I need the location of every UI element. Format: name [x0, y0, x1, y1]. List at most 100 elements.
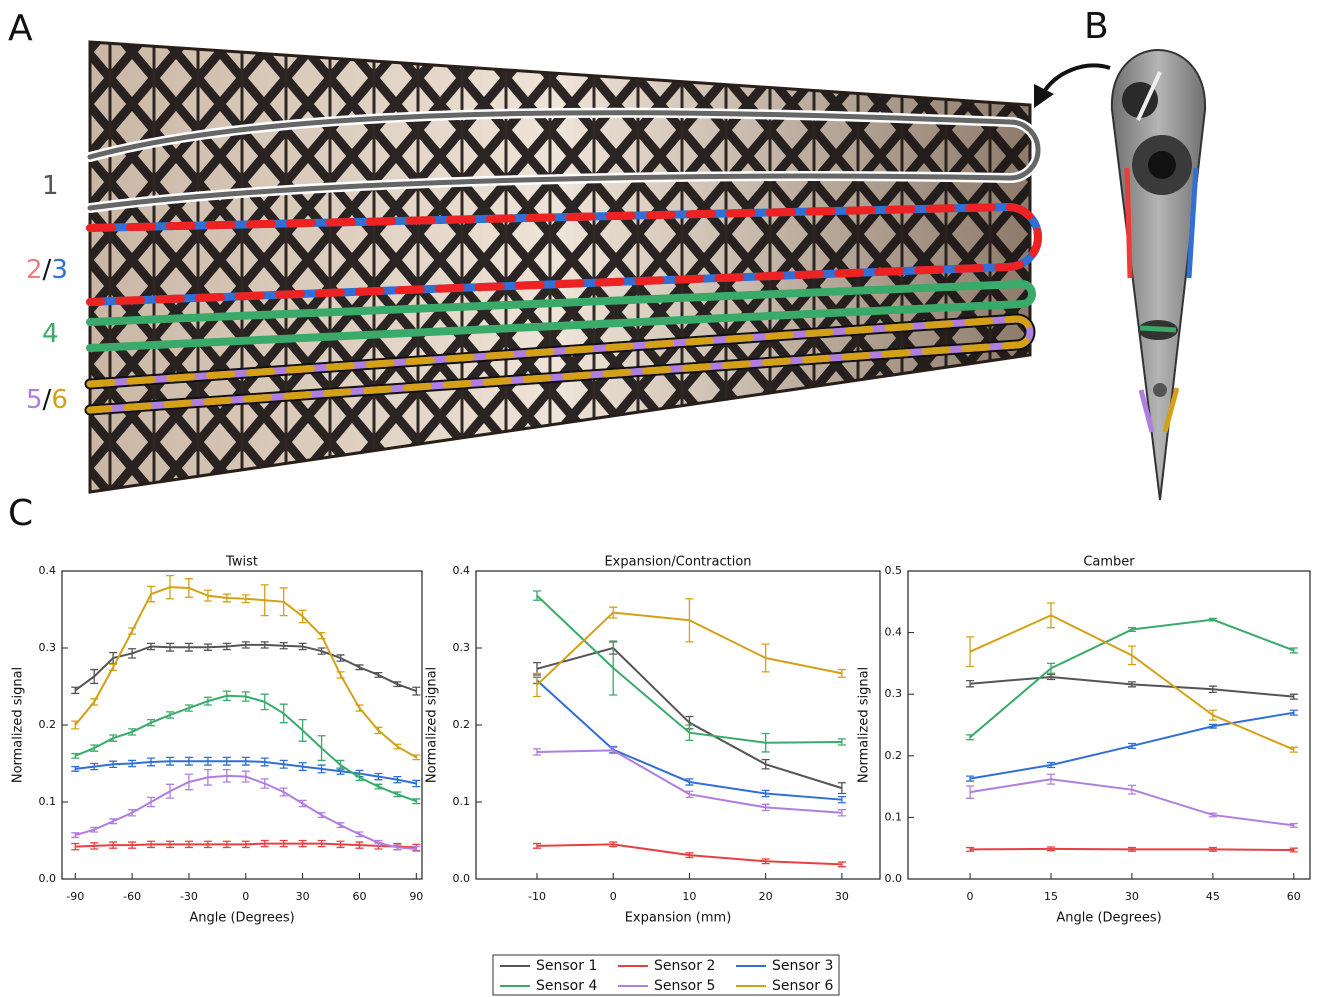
tube-photo: [88, 40, 1032, 494]
error-bar: [203, 769, 212, 786]
error-bar: [966, 785, 975, 799]
x-tick-label: 30: [835, 890, 849, 903]
sensor-label: 2/3: [26, 255, 68, 285]
error-bar: [279, 587, 288, 617]
error-bar: [298, 718, 307, 742]
x-tick-label: 10: [682, 890, 696, 903]
y-tick-label: 0.2: [39, 718, 57, 731]
error-bar: [203, 696, 212, 706]
error-bar: [241, 691, 250, 702]
error-bar: [393, 743, 402, 750]
error-bar: [393, 681, 402, 688]
error-bar: [203, 643, 212, 651]
error-bar: [317, 764, 326, 774]
y-tick-label: 0.3: [453, 641, 471, 654]
error-bar: [685, 852, 694, 859]
x-tick-label: 45: [1206, 890, 1220, 903]
error-bar: [374, 772, 383, 781]
error-bar: [412, 798, 421, 805]
error-bar: [374, 783, 383, 790]
error-bar: [761, 789, 770, 798]
error-bar: [355, 664, 364, 671]
y-tick-label: 0.1: [39, 795, 57, 808]
error-bar: [837, 668, 846, 678]
y-axis-label: Normalized signal: [11, 667, 26, 783]
error-bar: [128, 841, 137, 849]
chart-title: Expansion/Contraction: [604, 555, 751, 570]
error-bar: [532, 842, 541, 849]
error-bar: [336, 822, 345, 829]
error-bar: [837, 809, 846, 817]
error-bar: [147, 585, 156, 603]
error-bar: [1127, 742, 1136, 750]
error-bar: [109, 734, 118, 742]
error-bar: [393, 844, 402, 851]
error-bar: [166, 711, 174, 719]
sensor-label: 6: [51, 385, 68, 415]
error-bar: [90, 842, 99, 850]
y-tick-label: 0.4: [885, 626, 903, 639]
series-line: [74, 694, 417, 803]
error-bar: [184, 642, 193, 652]
error-bar: [609, 640, 618, 696]
error-bar: [166, 642, 174, 652]
error-bar: [1289, 709, 1298, 716]
y-axis-label: Normalized signal: [425, 667, 440, 783]
error-bar: [609, 606, 618, 619]
legend-label: Sensor 5: [654, 978, 715, 994]
y-axis-label: Normalized signal: [857, 667, 872, 783]
error-bar: [260, 693, 269, 711]
error-bar: [71, 765, 80, 772]
error-bar: [609, 746, 618, 755]
sensor-paths: [84, 107, 1043, 416]
legend: Sensor 1 Sensor 2 Sensor 3 Sensor 4 Sensor 5…: [492, 954, 840, 996]
error-bar: [412, 754, 421, 761]
error-bar: [203, 589, 212, 602]
error-bar: [1208, 723, 1217, 729]
error-bar: [166, 783, 174, 799]
sensor-label: /: [43, 255, 52, 285]
error-bar: [837, 782, 846, 795]
error-bar: [222, 690, 231, 702]
x-tick-label: 0: [242, 890, 249, 903]
sensor-label: 5: [26, 385, 43, 415]
error-bar: [1127, 784, 1136, 795]
error-bar: [279, 641, 288, 650]
error-bar: [317, 735, 326, 762]
legend-label: Sensor 1: [536, 958, 597, 974]
error-bar: [1208, 685, 1217, 694]
panel-labels: A B C: [8, 6, 1109, 534]
error-bar: [109, 760, 118, 768]
error-bar: [241, 594, 250, 604]
sensor-label: 5/6: [26, 385, 68, 415]
error-bar: [222, 756, 231, 766]
error-bar: [393, 775, 402, 784]
error-bar: [393, 791, 402, 798]
y-tick-label: 0.4: [453, 564, 471, 577]
error-bar: [241, 641, 250, 649]
plot-frame: [907, 570, 1311, 880]
error-bar: [1127, 627, 1136, 633]
x-tick-label: 0: [610, 890, 617, 903]
error-bar: [336, 759, 345, 771]
error-bar: [1208, 812, 1217, 818]
panel-label: A: [8, 8, 33, 49]
error-bar: [761, 759, 770, 770]
error-bar: [298, 762, 307, 772]
y-tick-label: 0.3: [885, 687, 903, 700]
error-bar: [298, 609, 307, 624]
error-bar: [1127, 645, 1136, 666]
error-bar: [128, 809, 137, 817]
x-tick-label: 0: [967, 890, 974, 903]
y-tick-label: 0.5: [885, 564, 903, 577]
error-bar: [1289, 693, 1298, 700]
error-bar: [184, 756, 193, 766]
error-bar: [184, 578, 193, 598]
plot-frame: [475, 570, 881, 880]
error-bar: [147, 757, 156, 767]
error-bar: [222, 593, 231, 603]
error-bar: [298, 642, 307, 651]
x-tick-label: 90: [409, 890, 423, 903]
error-bar: [71, 832, 80, 839]
chart: Twist Angle (Degrees) Normalized signal 0.0…: [11, 555, 424, 926]
